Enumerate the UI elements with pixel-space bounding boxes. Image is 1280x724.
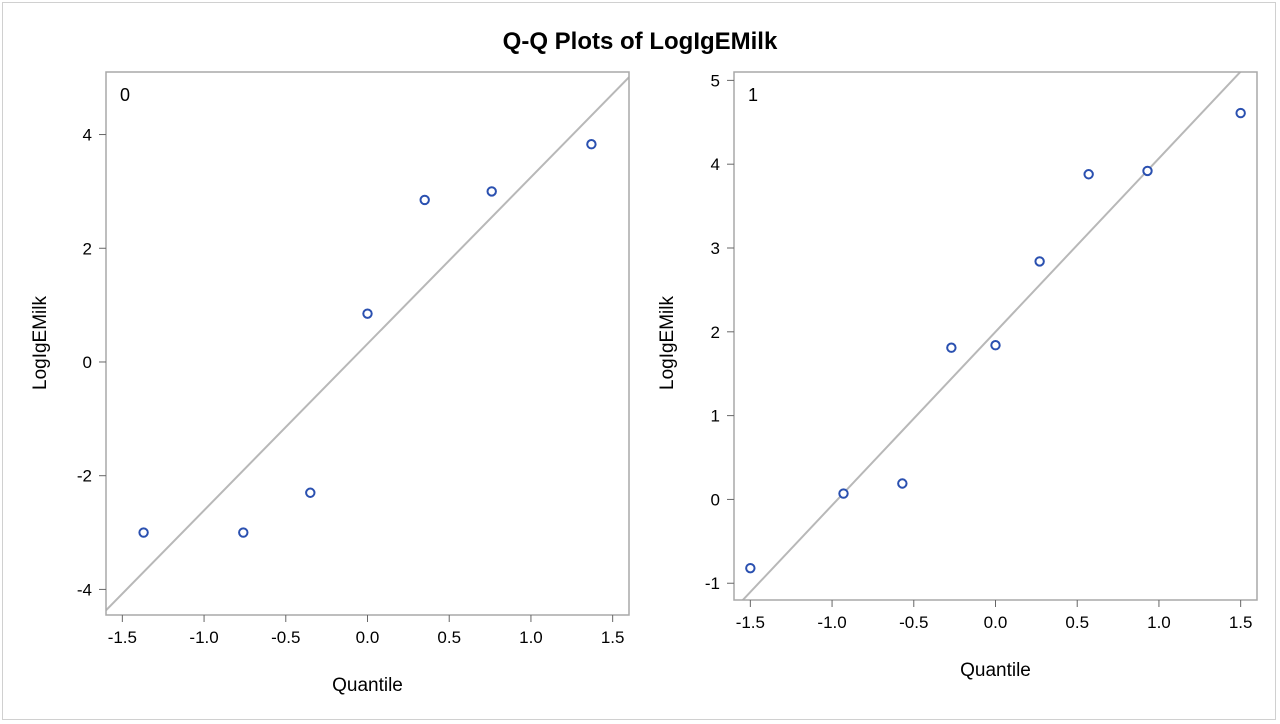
x-tick-label: 1.0 — [1147, 613, 1171, 632]
chart-title: Q-Q Plots of LogIgEMilk — [502, 28, 778, 55]
qq-panel-1: -1.5 -1.0 -0.5 0.0 0.5 1.0 1.5 -1 0 1 2 3 4 5 Quantile… — [657, 71, 1258, 681]
x-tick-label: 1.5 — [1229, 613, 1253, 632]
data-point — [419, 194, 430, 206]
data-point — [946, 342, 957, 353]
reference-line — [741, 72, 1242, 600]
data-point — [362, 308, 373, 319]
data-point — [990, 340, 1001, 351]
data-point — [138, 527, 149, 538]
x-tick-label: 0.0 — [356, 628, 380, 647]
x-tick-label: 1.5 — [601, 628, 625, 647]
x-tick-label: -1.0 — [817, 613, 846, 632]
y-tick-label: 2 — [711, 323, 720, 342]
data-point — [1083, 169, 1094, 180]
y-tick-label: 2 — [83, 239, 92, 258]
data-point — [1235, 107, 1246, 119]
y-tick-label: -2 — [77, 467, 92, 486]
x-tick-label: -1.5 — [736, 613, 765, 632]
qq-panel-0: -1.5 -1.0 -0.5 0.0 0.5 1.0 1.5 -4 -2 0 2 4 Quantile L… — [30, 71, 630, 696]
data-point — [486, 186, 497, 197]
x-tick-label: -0.5 — [899, 613, 928, 632]
data-point — [745, 562, 756, 574]
y-tick-label: 4 — [83, 126, 92, 145]
data-point — [1142, 165, 1153, 177]
x-axis-label: Quantile — [332, 675, 403, 696]
x-axis-label: Quantile — [960, 660, 1031, 681]
y-tick-label: 0 — [83, 353, 92, 372]
y-tick-label: 3 — [711, 239, 720, 258]
data-point — [1034, 256, 1045, 267]
panel-label: 0 — [120, 85, 130, 105]
x-tick-label: -1.0 — [189, 628, 218, 647]
panel-label: 1 — [748, 85, 758, 105]
y-tick-label: -1 — [705, 574, 720, 593]
x-tick-label: 0.5 — [1065, 613, 1089, 632]
data-point — [838, 488, 849, 499]
plot-area-frame — [733, 71, 1258, 601]
y-tick-label: 0 — [711, 490, 720, 509]
y-tick-label: 4 — [711, 155, 720, 174]
x-tick-label: 1.0 — [519, 628, 543, 647]
y-axis-label: LogIgEMilk — [30, 296, 51, 390]
data-point — [586, 139, 597, 150]
x-tick-label: -0.5 — [271, 628, 300, 647]
data-point — [897, 478, 908, 489]
data-point — [238, 527, 249, 538]
x-tick-label: 0.0 — [984, 613, 1008, 632]
y-tick-label: -4 — [77, 580, 92, 599]
y-tick-label: 1 — [711, 407, 720, 426]
reference-line — [106, 76, 629, 612]
x-tick-label: -1.5 — [108, 628, 137, 647]
y-tick-label: 5 — [711, 71, 720, 90]
data-point — [305, 487, 316, 498]
x-tick-label: 0.5 — [437, 628, 461, 647]
y-axis-label: LogIgEMilk — [657, 296, 678, 390]
